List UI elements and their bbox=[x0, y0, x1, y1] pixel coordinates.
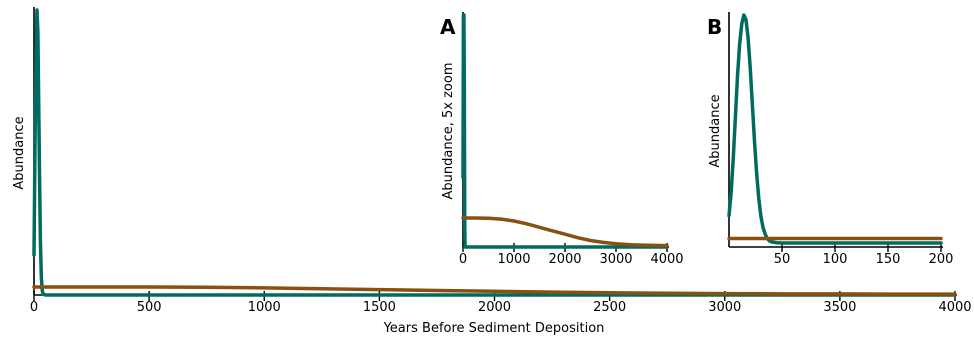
main-ylabel: Abundance bbox=[12, 116, 27, 189]
x-tick-label: 150 bbox=[876, 252, 901, 267]
series-line-brown bbox=[461, 216, 669, 248]
x-tick-label: 1000 bbox=[248, 300, 281, 315]
chart-panel-b: 50 100 150 200 bbox=[727, 12, 954, 267]
main-xlabel: Years Before Sediment Deposition bbox=[383, 321, 605, 336]
x-tick-label: 50 bbox=[774, 252, 791, 267]
x-tick-label: 200 bbox=[929, 252, 954, 267]
x-tick-label: 3000 bbox=[708, 300, 741, 315]
x-tick-label: 2500 bbox=[593, 300, 626, 315]
x-tick-label: 3500 bbox=[823, 300, 856, 315]
x-tick-label: 4000 bbox=[938, 300, 971, 315]
panel-a-ylabel: Abundance, 5x zoom bbox=[441, 63, 456, 200]
series-line-teal bbox=[461, 13, 669, 249]
panel-b-ylabel: Abundance bbox=[708, 94, 723, 167]
series-line-teal bbox=[32, 8, 957, 297]
series-line-teal bbox=[727, 13, 943, 245]
x-tick-label: 0 bbox=[30, 300, 38, 315]
series-line-brown bbox=[32, 285, 957, 296]
x-tick-label: 0 bbox=[459, 252, 467, 267]
x-tick-label: 4000 bbox=[650, 252, 683, 267]
chart-panel-main: 0 500 1000 1500 2000 2500 3000 3500 4000 bbox=[30, 7, 972, 315]
x-tick-label: 2000 bbox=[548, 252, 581, 267]
x-tick-label: 1500 bbox=[363, 300, 396, 315]
panel-b-letter: B bbox=[707, 15, 722, 39]
x-tick-label: 3000 bbox=[599, 252, 632, 267]
x-tick-label: 500 bbox=[137, 300, 162, 315]
chart-panel-a: 0 1000 2000 3000 4000 bbox=[459, 12, 684, 267]
x-tick-label: 1000 bbox=[497, 252, 530, 267]
x-tick-label: 2000 bbox=[478, 300, 511, 315]
x-tick-label: 100 bbox=[823, 252, 848, 267]
panel-a-letter: A bbox=[440, 15, 456, 39]
